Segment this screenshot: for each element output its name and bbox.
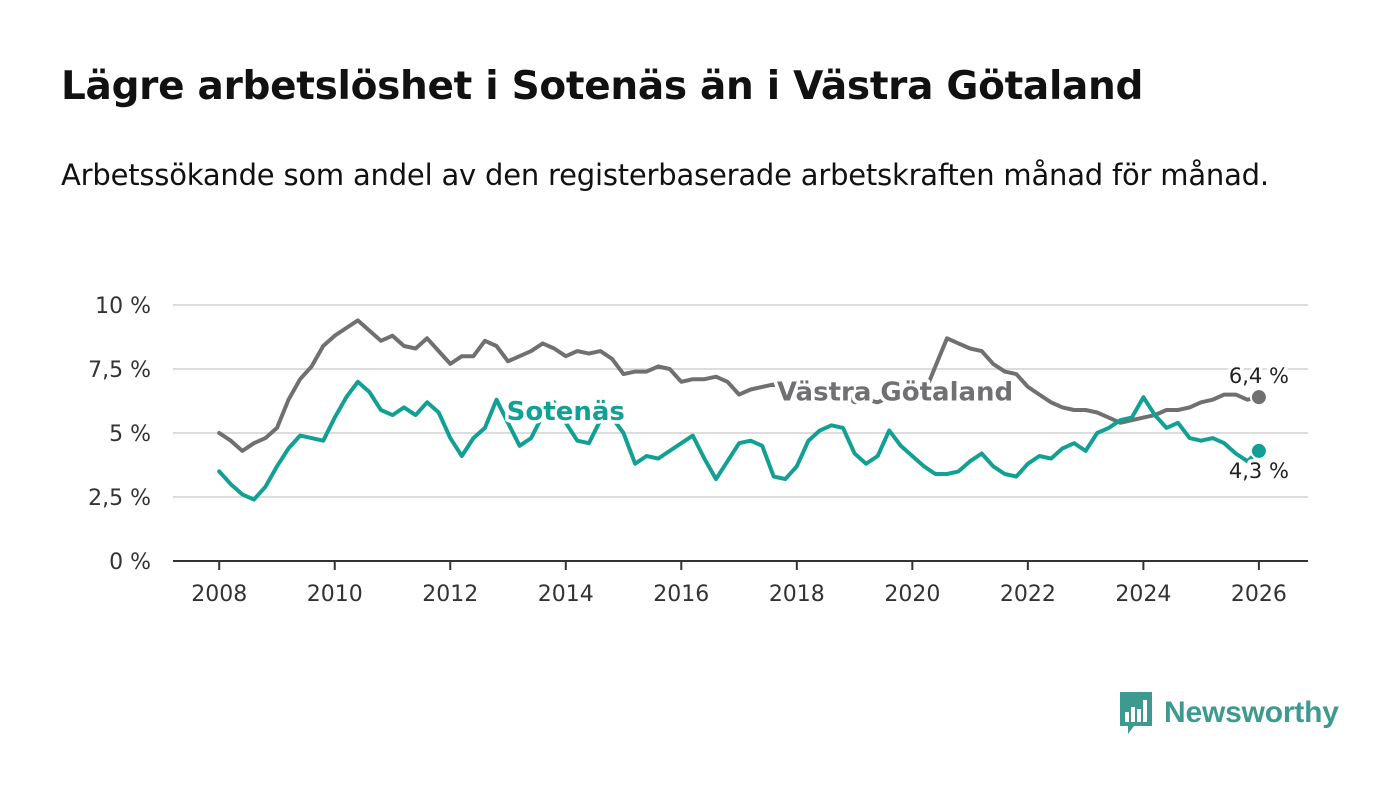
- chart-subtitle: Arbetssökande som andel av den registerb…: [61, 158, 1269, 192]
- y-tick-label: 10 %: [95, 294, 151, 319]
- y-tick-label: 5 %: [109, 422, 151, 447]
- data-series: [217, 318, 1268, 502]
- series-labels: Västra Götaland Sotenäs 6,4 % 4,3 %: [503, 361, 1292, 487]
- brand-name: Newsworthy: [1164, 696, 1339, 729]
- y-tick-label: 2,5 %: [88, 486, 151, 511]
- newsworthy-logo[interactable]: Newsworthy: [1118, 690, 1339, 736]
- y-tick-label: 0 %: [109, 550, 151, 575]
- chart-title: Lägre arbetslöshet i Sotenäs än i Västra…: [61, 64, 1144, 109]
- x-tick-label: 2026: [1231, 582, 1287, 607]
- vastra-gotaland-line: [217, 318, 1261, 453]
- x-tick-label: 2012: [422, 582, 478, 607]
- x-tick-label: 2010: [307, 582, 363, 607]
- vastra-gotaland-end-value: 6,4 %: [1229, 364, 1289, 388]
- x-tick-label: 2016: [653, 582, 709, 607]
- vastra-gotaland-end-point[interactable]: [1249, 388, 1268, 407]
- x-tick-label: 2022: [1000, 582, 1056, 607]
- x-tick-label: 2020: [884, 582, 940, 607]
- x-tick-label: 2024: [1115, 582, 1171, 607]
- sotenas-line: [217, 379, 1261, 502]
- vastra-gotaland-series-label: Västra Götaland: [777, 378, 1013, 408]
- y-tick-label: 7,5 %: [88, 358, 151, 383]
- x-tick-label: 2008: [191, 582, 247, 607]
- x-tick-label: 2014: [538, 582, 594, 607]
- sotenas-end-value: 4,3 %: [1229, 459, 1289, 483]
- x-axis: 2008 2010 2012 2014 2016 2018 2020 2022 2024 2026: [173, 560, 1308, 607]
- sotenas-series-label: Sotenäs: [507, 397, 625, 427]
- sotenas-end-point[interactable]: [1249, 441, 1268, 460]
- x-tick-label: 2018: [769, 582, 825, 607]
- newsworthy-chart-icon: [1120, 692, 1152, 734]
- gridlines: [173, 304, 1308, 498]
- y-axis-tick-labels: 0 % 2,5 % 5 % 7,5 % 10 %: [88, 294, 151, 575]
